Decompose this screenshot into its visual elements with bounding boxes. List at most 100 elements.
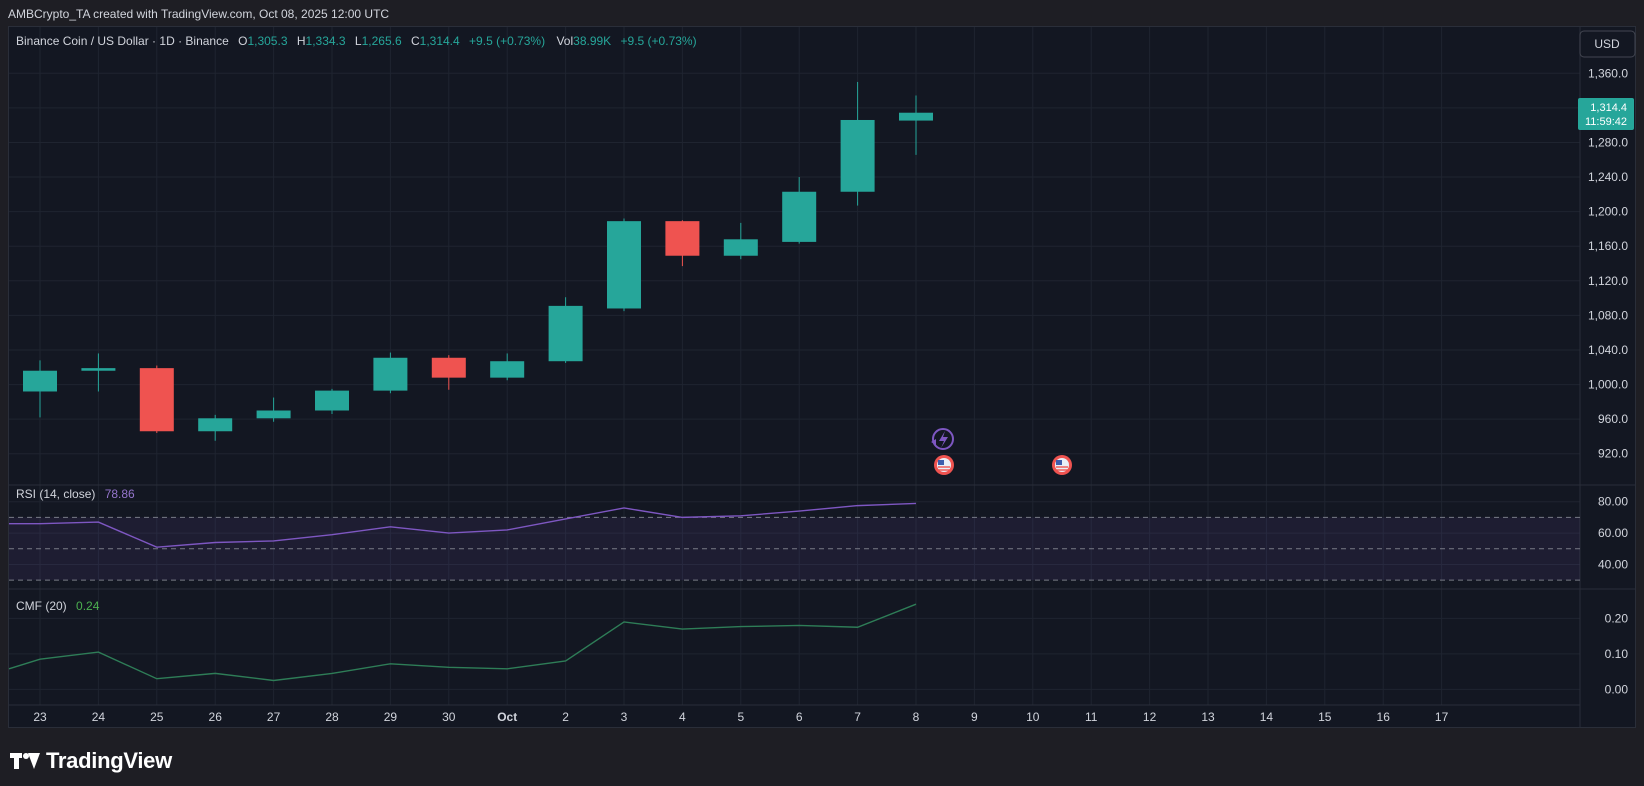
cmf-line	[8, 603, 917, 682]
candle	[723, 222, 758, 260]
price-tick-label: 920.0	[1598, 447, 1628, 461]
currency-button[interactable]: USD	[1579, 30, 1636, 58]
time-tick-label: 16	[1377, 710, 1391, 724]
rsi-label: RSI (14, close)	[16, 487, 95, 501]
candle	[139, 365, 174, 433]
price-axis: 920.0 960.0 1,000.0 1,040.0 1,080.0 1,120.0 1,…	[1588, 66, 1628, 696]
time-axis: 23 24 25 26 27 28 29 30 Oct 2 3 4 5 6 7 8 9 10 11 12 13 14 15 1…	[33, 710, 1448, 724]
price-tick-label: 1,240.0	[1588, 170, 1628, 184]
candle	[431, 355, 466, 390]
time-tick-label: 15	[1318, 710, 1332, 724]
price-tick-label: 1,200.0	[1588, 205, 1628, 219]
rsi-tick-label: 60.00	[1598, 526, 1628, 540]
candle	[256, 397, 291, 422]
currency-button-label[interactable]: USD	[1594, 37, 1620, 51]
candle	[665, 220, 700, 267]
legend-c-value: 1,314.4	[420, 34, 460, 48]
legend-h-label: H	[297, 34, 306, 48]
candle-body	[139, 368, 174, 432]
price-tick-label: 1,120.0	[1588, 274, 1628, 288]
time-tick-label: 24	[92, 710, 106, 724]
candle-body	[256, 410, 291, 419]
candle-body	[665, 221, 700, 256]
candle	[490, 353, 525, 381]
candle	[198, 414, 233, 441]
candle-body	[373, 357, 408, 391]
candle	[840, 81, 875, 206]
candle-body	[431, 357, 466, 378]
candles	[23, 81, 933, 441]
time-tick-label: Oct	[497, 710, 517, 724]
candle	[81, 353, 116, 392]
tradingview-wordmark: TradingView	[46, 748, 172, 773]
grid-lines	[9, 27, 1580, 705]
time-tick-label: 6	[796, 710, 803, 724]
tradingview-logo[interactable]: TradingView	[10, 748, 172, 774]
last-price-tag: 1,314.4 11:59:42	[1578, 98, 1634, 130]
candle	[315, 388, 349, 414]
cmf-tick-label: 0.20	[1605, 611, 1629, 625]
rsi-legend: RSI (14, close) 78.86	[16, 487, 135, 501]
price-tick-label: 1,040.0	[1588, 343, 1628, 357]
price-tick-label: 1,160.0	[1588, 239, 1628, 253]
candle	[23, 360, 57, 418]
candle	[899, 95, 933, 155]
cmf-tick-label: 0.00	[1605, 682, 1629, 696]
price-tick-label: 1,360.0	[1588, 66, 1628, 80]
legend-c-label: C	[411, 34, 420, 48]
time-tick-label: 3	[621, 710, 628, 724]
us-flag-event-icon[interactable]	[934, 455, 954, 475]
chart-frame	[8, 26, 1636, 728]
cmf-legend: CMF (20) 0.24	[16, 599, 100, 613]
time-tick-label: 2	[562, 710, 569, 724]
time-tick-label: 8	[913, 710, 920, 724]
legend-change: +9.5 (+0.73%)	[469, 34, 545, 48]
candle	[782, 177, 817, 244]
candle-body	[81, 368, 116, 371]
cmf-label: CMF (20)	[16, 599, 67, 613]
legend-o-value: 1,305.3	[247, 34, 287, 48]
legend-vol-change: +9.5 (+0.73%)	[621, 34, 697, 48]
candle-body	[23, 370, 57, 392]
us-flag-event-icon[interactable]	[1052, 455, 1072, 475]
candle-body	[899, 112, 933, 121]
candle	[607, 218, 641, 312]
time-tick-label: 14	[1260, 710, 1274, 724]
time-tick-label: 9	[971, 710, 978, 724]
candle-body	[840, 119, 875, 192]
time-tick-label: 7	[854, 710, 861, 724]
candle-body	[315, 390, 349, 411]
rsi-bands	[9, 516, 1580, 581]
cmf-series-line	[8, 603, 917, 682]
legend-l-value: 1,265.6	[362, 34, 402, 48]
price-tick-label: 1,280.0	[1588, 135, 1628, 149]
legend-h-value: 1,334.3	[306, 34, 346, 48]
rsi-line	[9, 502, 917, 548]
time-tick-label: 10	[1026, 710, 1040, 724]
rsi-value: 78.86	[105, 487, 135, 501]
time-tick-label: 17	[1435, 710, 1449, 724]
time-tick-label: 29	[384, 710, 398, 724]
lightning-event-icon[interactable]	[931, 428, 954, 450]
cmf-value: 0.24	[76, 599, 100, 613]
bar-countdown: 11:59:42	[1585, 116, 1627, 128]
footer-bar	[0, 728, 1644, 786]
time-tick-label: 28	[325, 710, 339, 724]
candle-body	[548, 305, 583, 362]
candle-body	[490, 361, 525, 378]
time-tick-label: 23	[33, 710, 47, 724]
legend-line: Binance Coin / US Dollar · 1D · Binance …	[16, 34, 697, 48]
time-tick-label: 5	[737, 710, 744, 724]
price-tick-label: 1,080.0	[1588, 308, 1628, 322]
candle-body	[198, 418, 233, 432]
candle-body	[607, 221, 641, 309]
candle	[548, 297, 583, 363]
price-tick-label: 1,000.0	[1588, 378, 1628, 392]
time-tick-label: 26	[209, 710, 223, 724]
caption-text: AMBCrypto_TA created with TradingView.co…	[8, 7, 390, 21]
legend-vol-value: 38.99K	[573, 34, 611, 48]
price-tick-label: 960.0	[1598, 412, 1628, 426]
time-tick-label: 4	[679, 710, 686, 724]
candle-body	[723, 239, 758, 256]
